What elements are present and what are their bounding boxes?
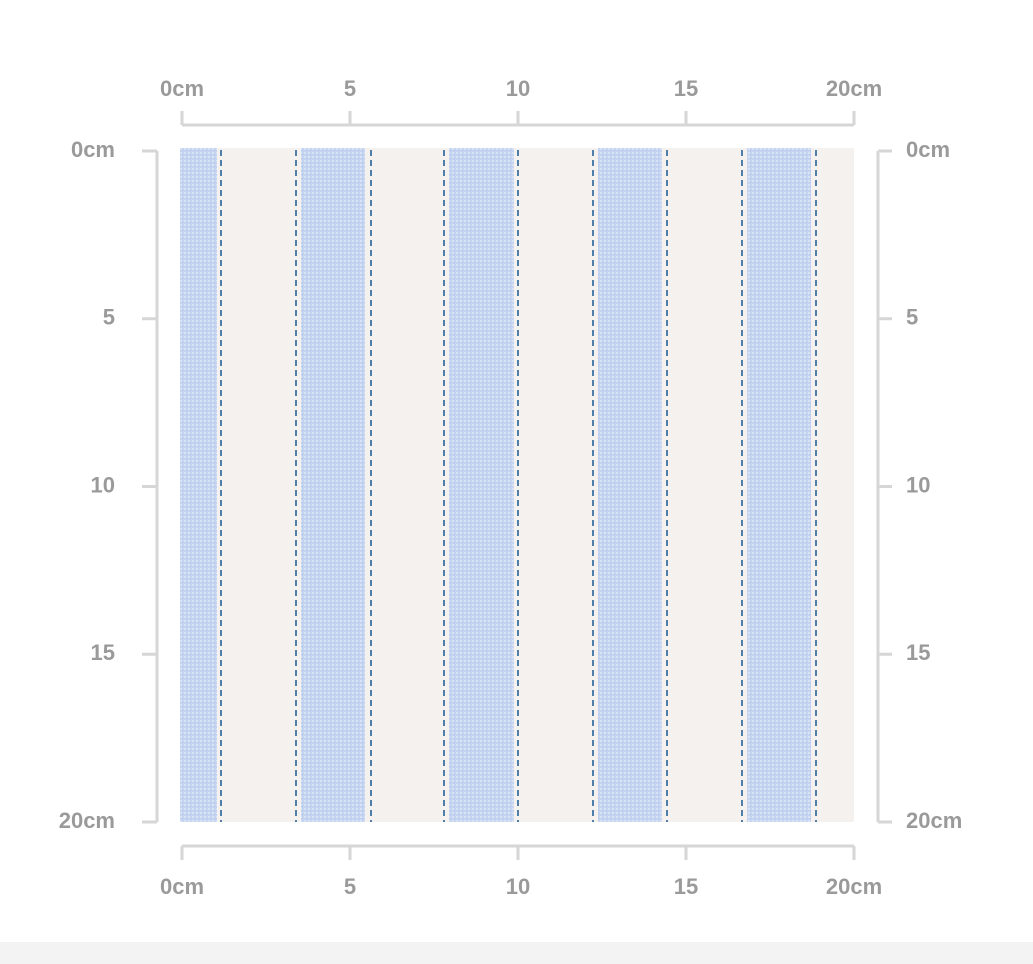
stripe (301, 148, 365, 822)
tick-label: 10 (506, 874, 530, 899)
tick-label: 15 (906, 640, 930, 665)
tick-label: 20cm (906, 808, 962, 833)
footer-band (0, 942, 1033, 964)
tick-label: 0cm (160, 76, 204, 101)
tick-label: 5 (344, 76, 356, 101)
tick-label: 20cm (59, 808, 115, 833)
tick-label: 20cm (826, 874, 882, 899)
stripe (449, 148, 514, 822)
tick-label: 0cm (906, 137, 950, 162)
tick-label: 5 (344, 874, 356, 899)
fabric (180, 148, 854, 822)
tick-label: 15 (91, 640, 115, 665)
tick-label: 5 (906, 305, 918, 330)
tick-label: 20cm (826, 76, 882, 101)
tick-label: 0cm (71, 137, 115, 162)
tick-label: 10 (506, 76, 530, 101)
stripe (180, 148, 217, 822)
tick-label: 15 (674, 874, 698, 899)
tick-label: 0cm (160, 874, 204, 899)
stripe (598, 148, 662, 822)
stripe (747, 148, 811, 822)
tick-label: 10 (91, 472, 115, 497)
tick-label: 15 (674, 76, 698, 101)
tick-label: 5 (103, 305, 115, 330)
tick-label: 10 (906, 472, 930, 497)
